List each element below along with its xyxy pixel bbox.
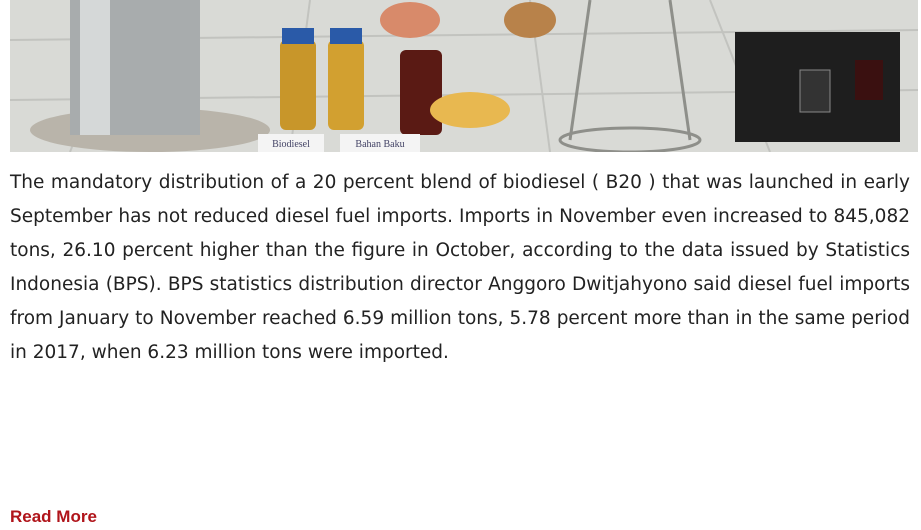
- photo-label: Bahan Baku: [355, 139, 404, 150]
- fruit: [504, 2, 556, 38]
- beaker: [430, 92, 510, 128]
- bottle: [328, 40, 364, 130]
- display: [855, 60, 883, 100]
- bottle-cap: [330, 28, 362, 44]
- photo: Biodiesel Bahan Baku: [10, 0, 918, 152]
- bottle-cap: [282, 28, 314, 44]
- bottle: [400, 50, 442, 135]
- page: Biodiesel Bahan Baku The mandatory distr…: [0, 0, 921, 530]
- read-more-link[interactable]: Read More: [10, 507, 97, 527]
- bottle: [280, 40, 316, 130]
- article-paragraph: The mandatory distribution of a 20 perce…: [10, 166, 910, 370]
- switch: [800, 70, 830, 112]
- fruit: [380, 2, 440, 38]
- cylinder-highlight: [80, 0, 110, 135]
- photo-label: Biodiesel: [272, 139, 310, 150]
